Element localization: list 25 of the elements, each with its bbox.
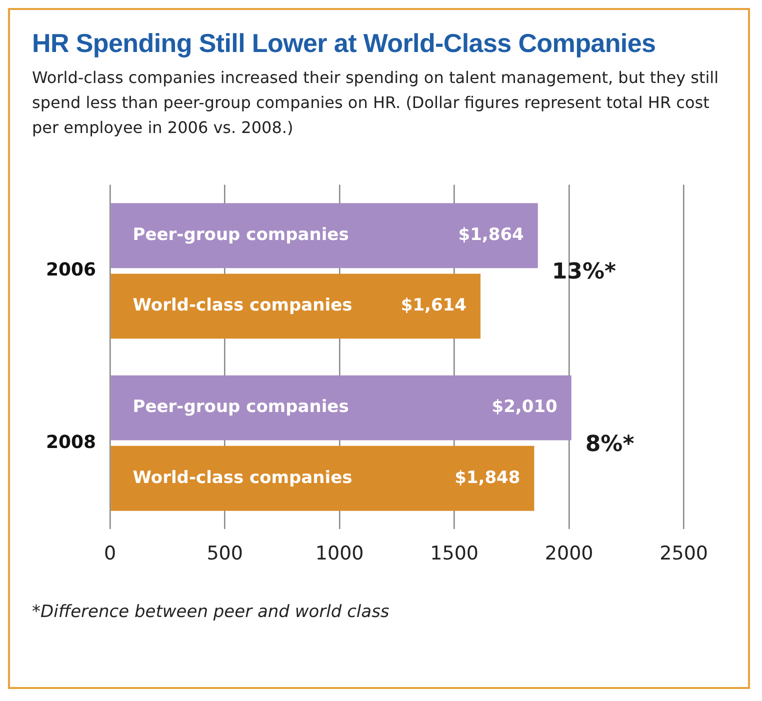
bar [110, 274, 480, 339]
x-tick-label: 0 [104, 542, 116, 565]
annotation: 8%* [585, 432, 635, 457]
text: *Difference between peer and world class [32, 602, 390, 622]
chart-title: HR Spending Still Lower at World-Class Companies [32, 28, 657, 59]
annotation: 13%* [552, 260, 617, 285]
bar [110, 203, 538, 268]
data-label: $2,010 [492, 397, 558, 418]
series-label: World-class companies [132, 296, 352, 316]
x-tick-label: 500 [206, 542, 243, 565]
series-label: Peer-group companies [132, 225, 349, 246]
bar [110, 375, 572, 440]
x-tick-label: 1500 [430, 542, 479, 565]
chart-subtitle: World-class companies increased their spending on talent management, but they still spend less than peer-group companies on HR. (Dollar figures represent total HR cost per employee in 2006 vs. 2008.) [32, 67, 720, 139]
text: World-class companies [132, 468, 352, 488]
data-label: $1,614 [400, 296, 467, 316]
y-tick-label: 2008 [46, 432, 96, 453]
data-label: $1,848 [454, 468, 520, 488]
x-tick-label: 2000 [544, 542, 594, 565]
x-tick-label: 1000 [315, 542, 364, 565]
x-tick-label: 2500 [660, 542, 708, 565]
text: Peer-group companies [132, 397, 349, 418]
bar [110, 446, 534, 511]
data-label: $1,864 [458, 225, 524, 246]
y-tick-label: 2006 [46, 260, 96, 281]
